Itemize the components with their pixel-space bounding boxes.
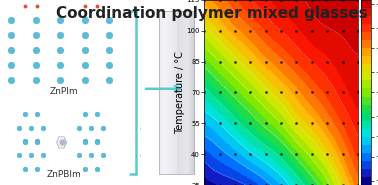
Bar xyxy=(180,11,181,174)
Bar xyxy=(167,11,168,174)
Bar xyxy=(180,11,181,174)
Bar xyxy=(177,11,178,174)
Bar xyxy=(189,11,191,174)
Bar xyxy=(191,11,192,174)
Bar xyxy=(161,11,162,174)
Bar xyxy=(182,11,183,174)
Bar xyxy=(176,11,177,174)
Text: Coordination polymer mixed glasses: Coordination polymer mixed glasses xyxy=(56,6,367,21)
Bar xyxy=(184,11,185,174)
Bar xyxy=(194,11,195,174)
Bar xyxy=(185,11,186,174)
Bar xyxy=(164,11,166,174)
Bar xyxy=(160,11,161,174)
Bar xyxy=(170,11,172,174)
Y-axis label: Temperature / °C: Temperature / °C xyxy=(175,51,185,134)
Text: ZnPIm: ZnPIm xyxy=(50,87,79,96)
Bar xyxy=(178,11,179,174)
Bar xyxy=(175,11,176,174)
Bar xyxy=(187,11,189,174)
Bar xyxy=(172,11,174,174)
Bar xyxy=(183,11,184,174)
Bar xyxy=(168,11,169,174)
Text: ZnPBIm: ZnPBIm xyxy=(47,170,82,179)
Bar xyxy=(190,11,191,174)
Bar xyxy=(186,11,187,174)
Bar xyxy=(172,11,173,174)
Bar xyxy=(159,11,194,174)
Bar xyxy=(186,11,188,174)
Bar xyxy=(188,11,189,174)
Bar xyxy=(164,11,165,174)
Bar xyxy=(159,11,160,174)
Bar xyxy=(181,11,183,174)
Bar xyxy=(162,11,163,174)
Bar xyxy=(170,11,171,174)
Bar xyxy=(178,11,180,174)
Bar xyxy=(192,11,193,174)
Bar xyxy=(163,11,164,174)
Bar xyxy=(165,11,167,174)
Bar xyxy=(193,11,194,174)
Bar xyxy=(169,11,170,174)
Bar xyxy=(173,11,175,174)
Bar xyxy=(166,11,167,174)
Bar xyxy=(174,11,175,174)
